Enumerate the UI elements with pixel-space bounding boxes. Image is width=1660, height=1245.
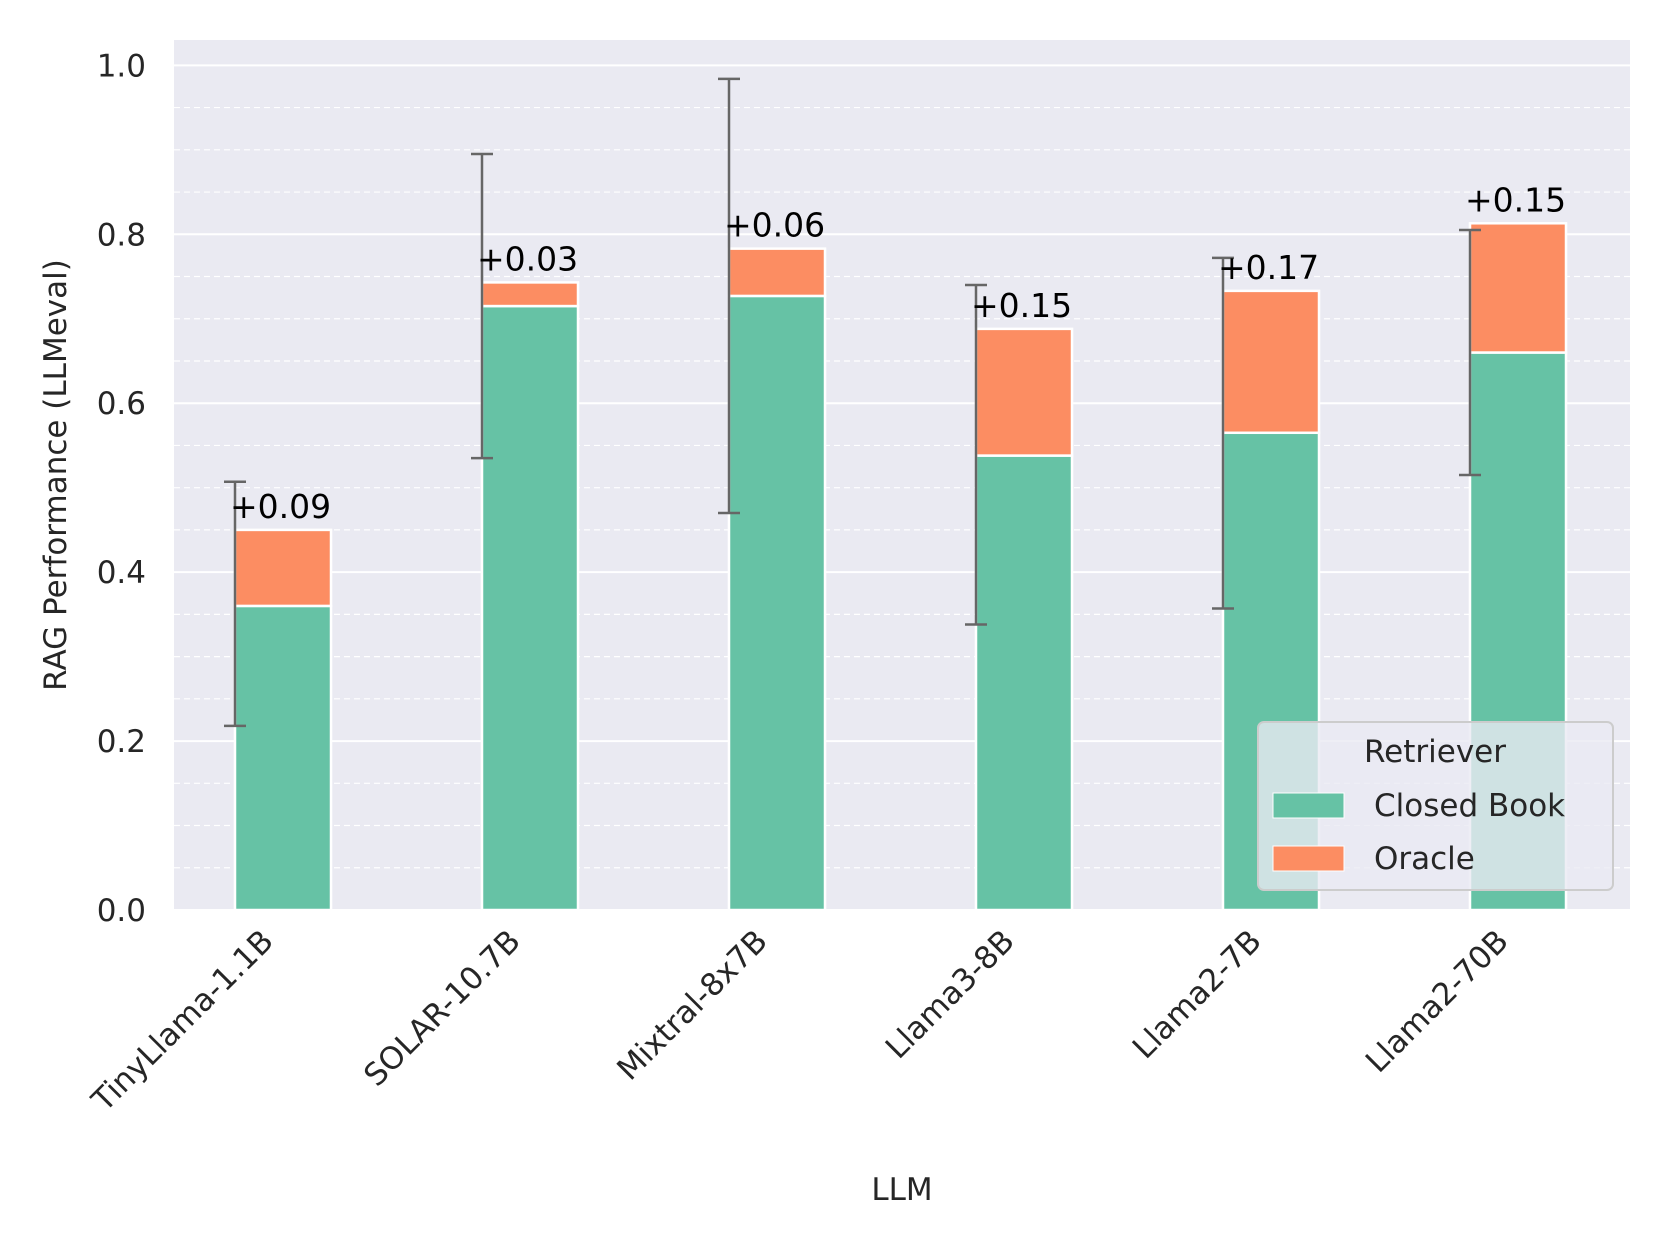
x-tick-label: Llama2-70B [1359, 923, 1516, 1080]
y-tick-label: 0.2 [97, 724, 146, 760]
bars [233, 222, 1568, 912]
x-tick-label: Llama3-8B [879, 923, 1022, 1066]
legend-label-oracle: Oracle [1374, 841, 1475, 877]
bar-closed-book [974, 454, 1074, 912]
bar-annotation: +0.15 [1465, 180, 1566, 219]
legend-box [1257, 721, 1614, 891]
minor-gridlines [174, 106, 1630, 869]
legend-swatch-oracle [1272, 845, 1345, 872]
legend: Retriever Closed Book Oracle [1257, 721, 1614, 891]
bar-annotation: +0.06 [724, 206, 825, 245]
bar-oracle [233, 528, 333, 608]
bar-oracle [1221, 289, 1321, 435]
x-axis-label: LLM [871, 1172, 932, 1208]
bar-annotation: +0.09 [230, 487, 331, 526]
x-tick-label: TinyLlama-1.1B [84, 923, 280, 1119]
legend-label-closed-book: Closed Book [1374, 788, 1565, 824]
annotations: +0.09 +0.03 +0.06 +0.15 +0.17 +0.15 [230, 180, 1566, 526]
bar-closed-book [233, 604, 333, 912]
error-bars [224, 77, 1481, 728]
x-tick-label: Mixtral-8x7B [610, 923, 774, 1087]
bar-oracle [480, 281, 580, 308]
bar-annotation: +0.15 [971, 286, 1072, 325]
x-tick-label: SOLAR-10.7B [357, 923, 527, 1093]
y-tick-label: 0.0 [97, 893, 146, 929]
bar-oracle [974, 327, 1074, 457]
bar-closed-book [480, 304, 580, 912]
y-tick-label: 0.6 [97, 386, 146, 422]
y-axis-label: RAG Performance (LLMeval) [38, 259, 74, 691]
y-tick-label: 0.4 [97, 555, 146, 591]
legend-swatch-closed-book [1272, 792, 1345, 819]
legend-title: Retriever [1364, 734, 1506, 770]
x-tick-label: Llama2-7B [1126, 923, 1269, 1066]
y-tick-labels: 0.0 0.2 0.4 0.6 0.8 1.0 [97, 48, 146, 929]
bar-closed-book [727, 294, 827, 912]
bar-annotation: +0.03 [477, 239, 578, 278]
y-tick-label: 1.0 [97, 48, 146, 84]
bar-oracle [727, 247, 827, 298]
bar-oracle [1468, 222, 1568, 354]
x-tick-labels: TinyLlama-1.1B SOLAR-10.7B Mixtral-8x7B Lla… [84, 923, 1515, 1119]
bar-annotation: +0.17 [1218, 248, 1319, 287]
y-tick-label: 0.8 [97, 217, 146, 253]
